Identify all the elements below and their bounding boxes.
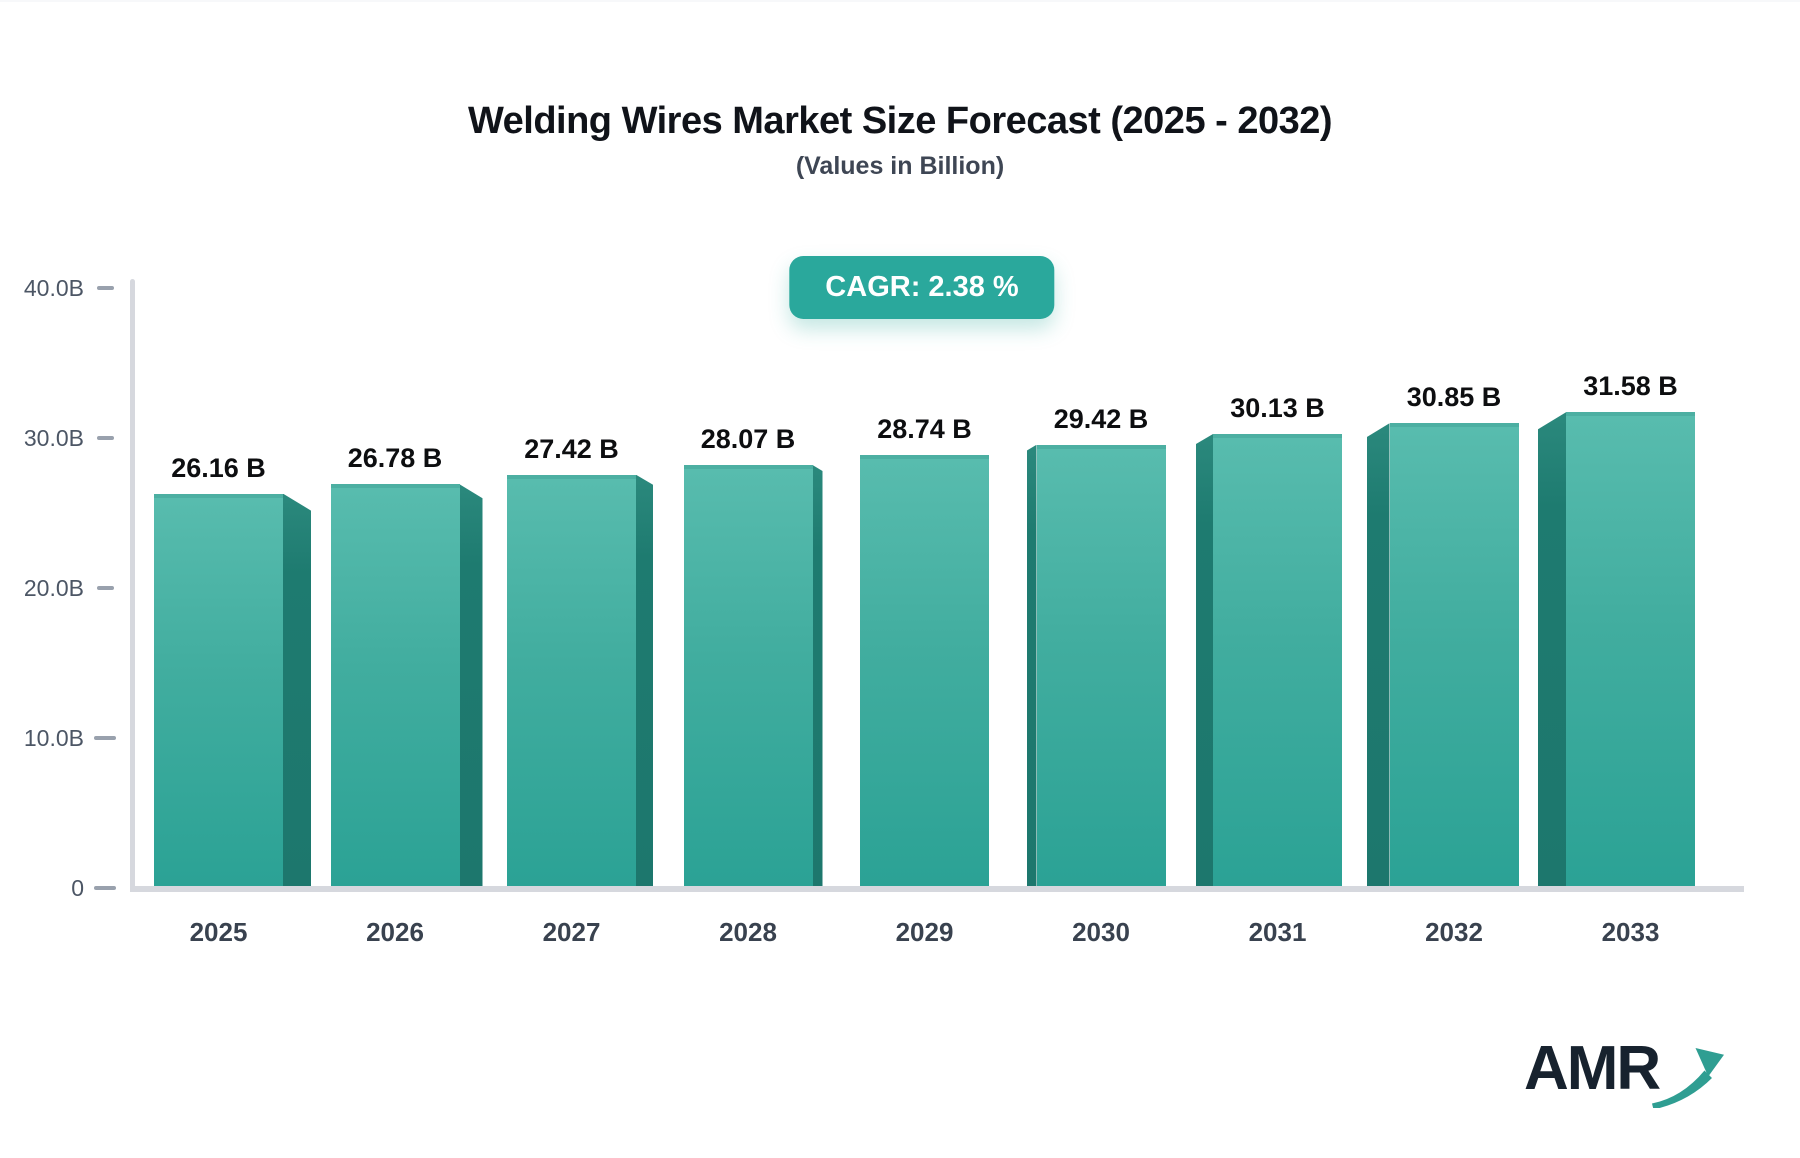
y-tick-mark bbox=[97, 586, 114, 590]
bar-front-face bbox=[1036, 444, 1166, 886]
bar-front-face bbox=[1566, 412, 1695, 886]
bar-value-label: 31.58 B bbox=[1583, 371, 1678, 402]
y-axis-label: 20.0B bbox=[23, 575, 84, 601]
bar-value-label: 27.42 B bbox=[524, 433, 619, 464]
x-axis-label: 2030 bbox=[1072, 917, 1130, 947]
y-axis-label: 30.0B bbox=[23, 425, 84, 451]
x-axis-baseline bbox=[130, 886, 1744, 892]
bar-side-face bbox=[636, 474, 653, 886]
bar-front-face bbox=[154, 493, 283, 886]
bar-front-face bbox=[860, 454, 989, 886]
bar-side-face bbox=[1366, 423, 1390, 886]
y-axis-label: 40.0B bbox=[23, 275, 84, 301]
bar-value-label: 29.42 B bbox=[1053, 403, 1149, 434]
bar-value-label: 26.16 B bbox=[171, 452, 266, 483]
x-axis-label: 2025 bbox=[189, 917, 248, 947]
bar-side-face bbox=[1196, 434, 1213, 886]
amr-logo-text: AMR bbox=[1524, 1034, 1661, 1103]
bar-side-face bbox=[283, 493, 311, 886]
y-tick-mark bbox=[97, 286, 114, 290]
cagr-badge: CAGR: 2.38 % bbox=[789, 256, 1055, 319]
y-axis-line bbox=[130, 279, 135, 892]
bar-value-label: 28.74 B bbox=[877, 413, 972, 444]
amr-logo: AMR bbox=[1524, 1038, 1727, 1108]
bar-value-label: 30.13 B bbox=[1230, 393, 1325, 424]
x-axis-label: 2026 bbox=[366, 917, 424, 947]
x-axis-label: 2032 bbox=[1425, 917, 1483, 947]
x-axis-label: 2027 bbox=[542, 917, 601, 947]
x-axis-label: 2029 bbox=[895, 917, 954, 947]
chart-title: Welding Wires Market Size Forecast (2025… bbox=[467, 100, 1333, 142]
y-tick-mark bbox=[94, 736, 116, 740]
y-axis-label: 10.0B bbox=[23, 725, 84, 751]
growth-arrow-icon bbox=[1652, 1048, 1725, 1108]
bar-value-label: 30.85 B bbox=[1406, 382, 1502, 413]
bar-front-face bbox=[683, 464, 813, 886]
bar-front-face bbox=[507, 474, 636, 886]
bar-front-face bbox=[1389, 423, 1519, 886]
x-axis-label: 2031 bbox=[1248, 917, 1307, 947]
y-tick-mark bbox=[97, 436, 114, 440]
bar-front-face bbox=[330, 484, 460, 886]
bar-value-label: 26.78 B bbox=[347, 443, 443, 474]
y-axis-label: 0 bbox=[71, 875, 84, 901]
bar-side-face bbox=[459, 484, 483, 886]
bar-side-face bbox=[812, 464, 823, 886]
bar-side-face bbox=[1026, 444, 1037, 886]
bar-value-label: 28.07 B bbox=[700, 423, 796, 454]
x-axis-label: 2028 bbox=[719, 917, 777, 947]
x-axis-label: 2033 bbox=[1601, 917, 1660, 947]
bar-side-face bbox=[1538, 412, 1566, 886]
bar-front-face bbox=[1213, 434, 1342, 886]
y-tick-mark bbox=[94, 886, 116, 890]
chart-subtitle: (Values in Billion) bbox=[795, 152, 1005, 180]
